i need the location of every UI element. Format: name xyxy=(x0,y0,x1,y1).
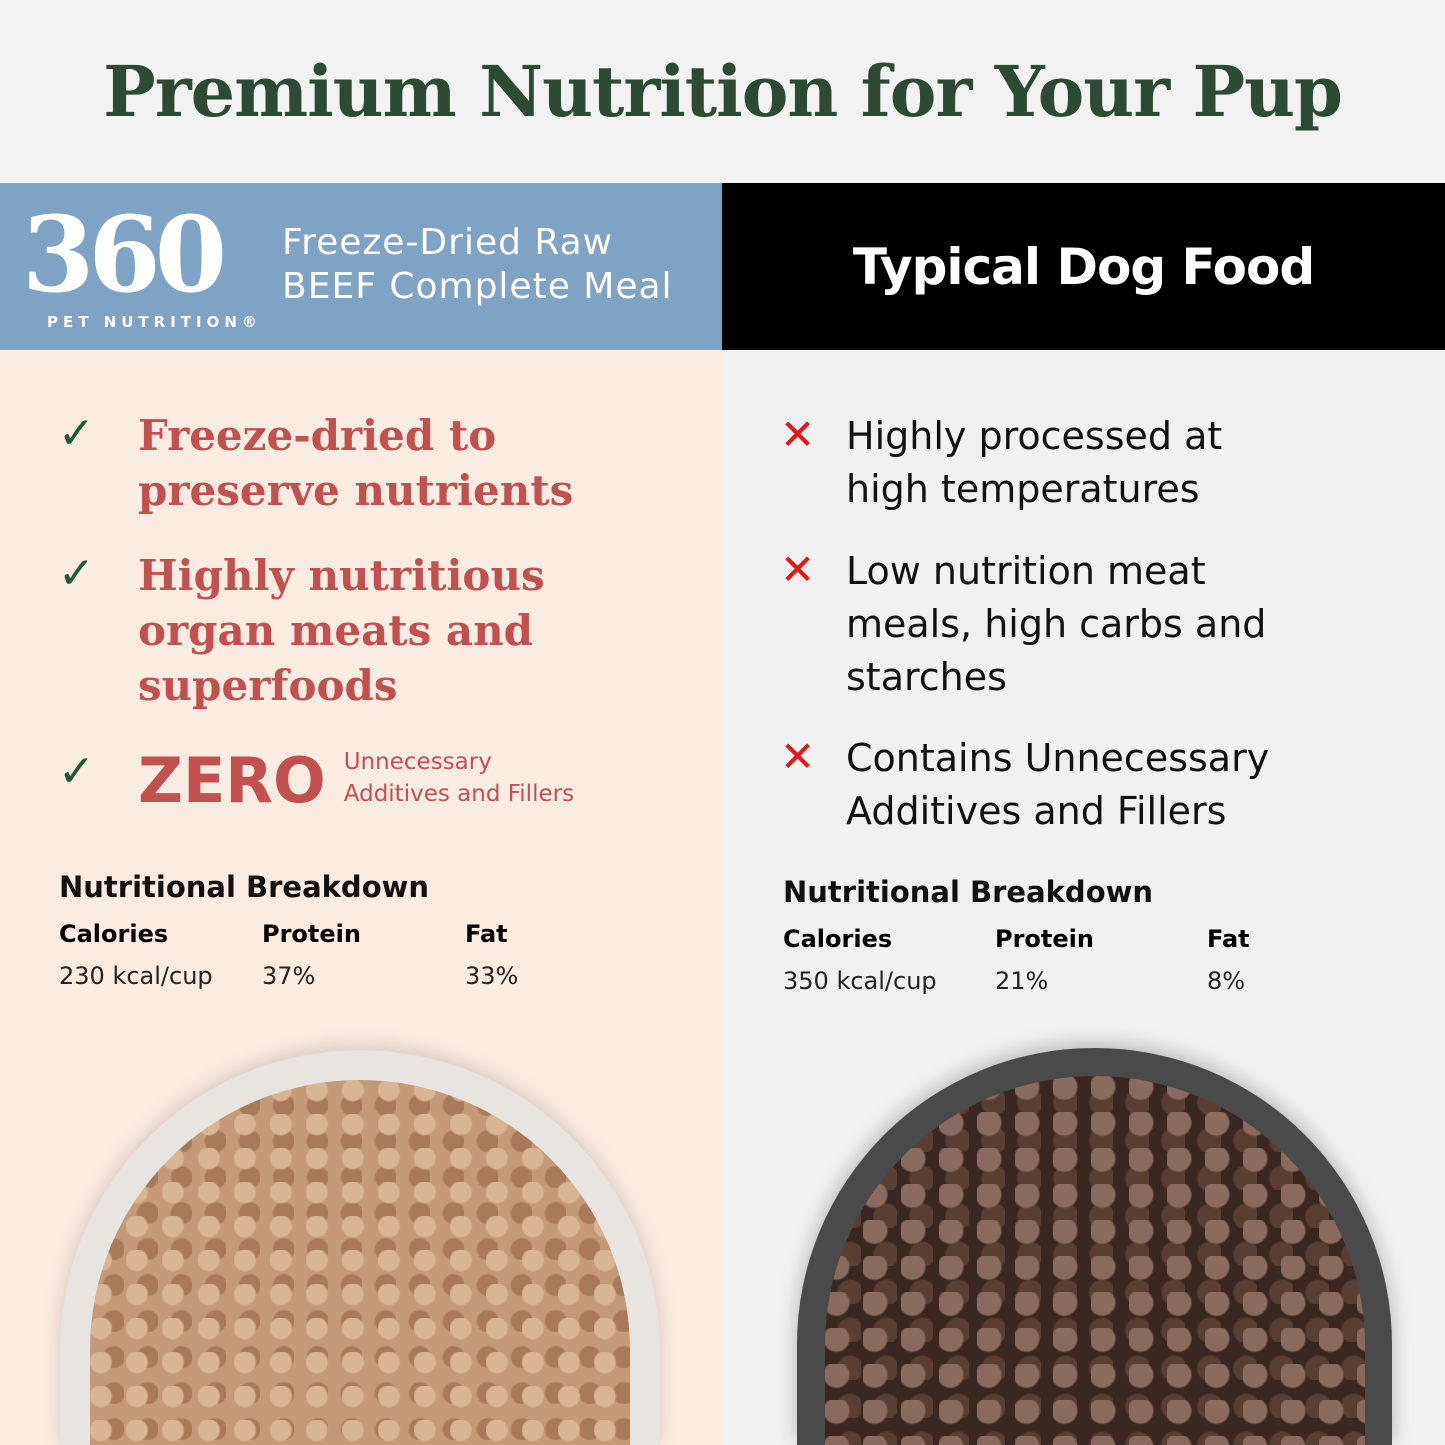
brand-point: ✓ ZERO Unnecessary Additives and Fillers xyxy=(58,744,575,817)
competitor-nutrition: Nutritional Breakdown Calories Protein Fat… xyxy=(783,875,1250,995)
x-icon: ✕ xyxy=(780,545,816,594)
competitor-header: Typical Dog Food xyxy=(722,183,1445,350)
competitor-point: ✕ Contains Unnecessary Additives and Fill… xyxy=(780,732,1269,838)
competitor-point: ✕ Low nutrition meat meals, high carbs an… xyxy=(780,545,1266,704)
check-icon: ✓ xyxy=(58,548,95,599)
brand-header: 360 PET NUTRITION® Freeze-Dried Raw BEEF… xyxy=(0,183,722,350)
check-icon: ✓ xyxy=(58,408,95,459)
x-icon: ✕ xyxy=(780,410,816,459)
competitor-point: ✕ Highly processed at high temperatures xyxy=(780,410,1222,516)
brand-point: ✓ Highly nutritious organ meats and superf… xyxy=(58,548,545,713)
zero-label: ZERO xyxy=(138,744,326,817)
product-name: Freeze-Dried Raw BEEF Complete Meal xyxy=(282,222,673,307)
check-icon: ✓ xyxy=(58,746,95,797)
brand-logo-sub: PET NUTRITION® xyxy=(47,313,262,331)
brand-logo: 360 xyxy=(22,193,227,316)
x-icon: ✕ xyxy=(780,732,816,781)
competitor-column: ✕ Highly processed at high temperatures ✕… xyxy=(722,350,1445,1445)
brand-nutrition: Nutritional Breakdown Calories Protein Fat… xyxy=(59,870,519,990)
brand-point: ✓ Freeze-dried to preserve nutrients xyxy=(58,408,573,518)
page-title: Premium Nutrition for Your Pup xyxy=(103,50,1343,133)
brand-column: ✓ Freeze-dried to preserve nutrients ✓ Hi… xyxy=(0,350,722,1445)
competitor-food-bowl-image xyxy=(797,1048,1392,1445)
brand-food-bowl-image xyxy=(60,1050,660,1445)
